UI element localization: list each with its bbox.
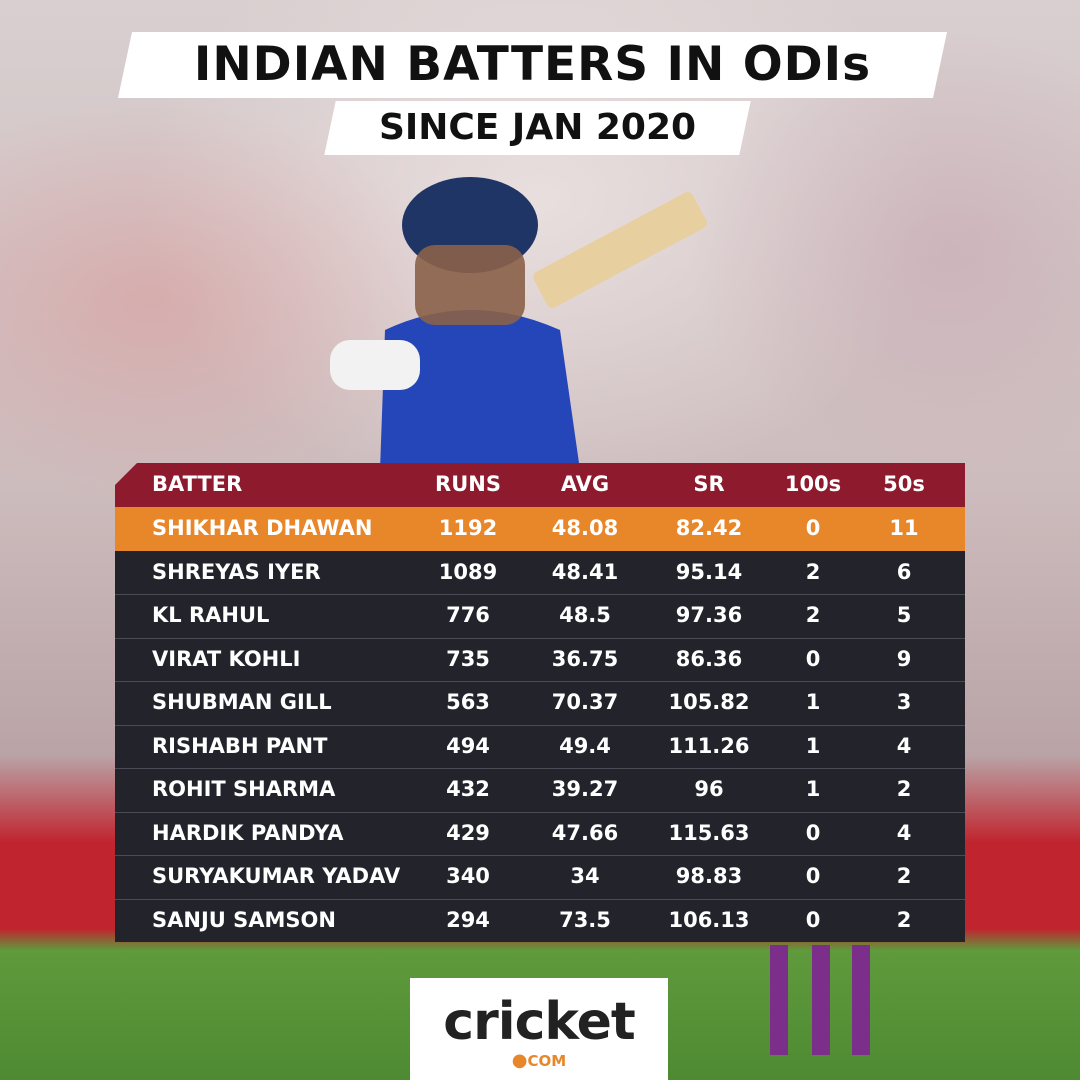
stat-cell: 429 [446,820,490,845]
stat-cell: 0 [805,646,821,671]
stat-cell: 106.13 [668,907,750,932]
stat-cell: 294 [446,907,490,932]
row-background [115,550,965,594]
header-row [115,463,965,507]
batter-name: ROHIT SHARMA [152,777,336,801]
logo-name: cricket [443,992,635,1052]
stat-cell: 82.42 [675,516,743,540]
batter-name: SHIKHAR DHAWAN [152,516,373,540]
column-header: RUNS [435,472,501,496]
stat-cell: 2 [896,777,912,801]
batter-name: VIRAT KOHLI [152,646,301,671]
stat-cell: 47.66 [551,820,619,845]
batter-name: HARDIK PANDYA [152,820,344,845]
stat-cell: 432 [446,777,490,801]
column-header: SR [693,472,725,496]
subtitle: SINCE JAN 2020 [378,107,697,148]
stat-cell: 494 [446,733,490,758]
batter-name: SHUBMAN GILL [152,690,332,714]
stat-cell: 73.5 [559,907,611,932]
stat-cell: 97.36 [675,603,743,627]
stat-cell: 1089 [438,559,498,584]
stat-cell: 4 [896,733,912,758]
row-background [115,898,965,942]
stat-cell: 39.27 [551,777,619,801]
stat-cell: 36.75 [551,646,619,671]
stat-cell: 0 [805,907,821,932]
stat-cell: 48.08 [551,516,619,540]
stat-cell: 96 [694,777,724,801]
column-header: AVG [560,472,610,496]
row-background [115,594,965,638]
stat-cell: 48.41 [551,559,619,584]
stat-cell: 735 [446,646,490,671]
stat-cell: 1 [805,690,821,714]
logo-box: cricket ●COM [410,978,668,1080]
batter-name: SANJU SAMSON [152,907,336,932]
batter-name: SURYAKUMAR YADAV [152,864,401,888]
row-background [115,724,965,768]
stat-cell: 49.4 [559,733,611,758]
stat-cell: 5 [896,603,912,627]
stat-cell: 0 [805,516,821,540]
batter-name: SHREYAS IYER [152,559,321,584]
stat-cell: 86.36 [675,646,743,671]
stat-cell: 776 [446,603,490,627]
stat-cell: 34 [570,864,600,888]
column-header: BATTER [152,472,243,496]
row-background [115,681,965,725]
row-background [115,811,965,855]
stat-cell: 2 [805,603,821,627]
batter-name: RISHABH PANT [152,733,328,758]
stat-cell: 2 [896,864,912,888]
stat-cell: 340 [446,864,490,888]
stat-cell: 0 [805,820,821,845]
row-background [115,855,965,899]
logo-domain-text: COM [527,1052,567,1070]
title: INDIAN BATTERS IN ODIs [193,37,872,92]
stat-cell: 1 [805,777,821,801]
row-background [115,768,965,812]
stat-cell: 1192 [438,516,498,540]
stat-cell: 11 [889,516,919,540]
stat-cell: 48.5 [559,603,611,627]
stat-cell: 105.82 [668,690,750,714]
stat-cell: 115.63 [668,820,750,845]
stats-table: BATTER RUNS AVG SR 100s 50s SHIKHAR DHAWAN 1192… [115,463,965,944]
stat-cell: 0 [805,864,821,888]
stat-cell: 111.26 [668,733,750,758]
batter-name: KL RAHUL [152,603,270,627]
stat-cell: 2 [805,559,821,584]
stat-cell: 4 [896,820,912,845]
stat-cell: 1 [805,733,821,758]
stat-cell: 3 [896,690,912,714]
row-background [115,637,965,681]
column-header: 50s [883,472,925,496]
stat-cell: 98.83 [675,864,743,888]
stat-cell: 95.14 [675,559,743,584]
stat-cell: 6 [896,559,912,584]
stat-cell: 2 [896,907,912,932]
stat-cell: 9 [896,646,912,671]
logo-domain: ●COM [511,1050,567,1071]
column-header: 100s [784,472,842,496]
stat-cell: 70.37 [551,690,619,714]
stat-cell: 563 [446,690,490,714]
row-background [115,507,965,551]
